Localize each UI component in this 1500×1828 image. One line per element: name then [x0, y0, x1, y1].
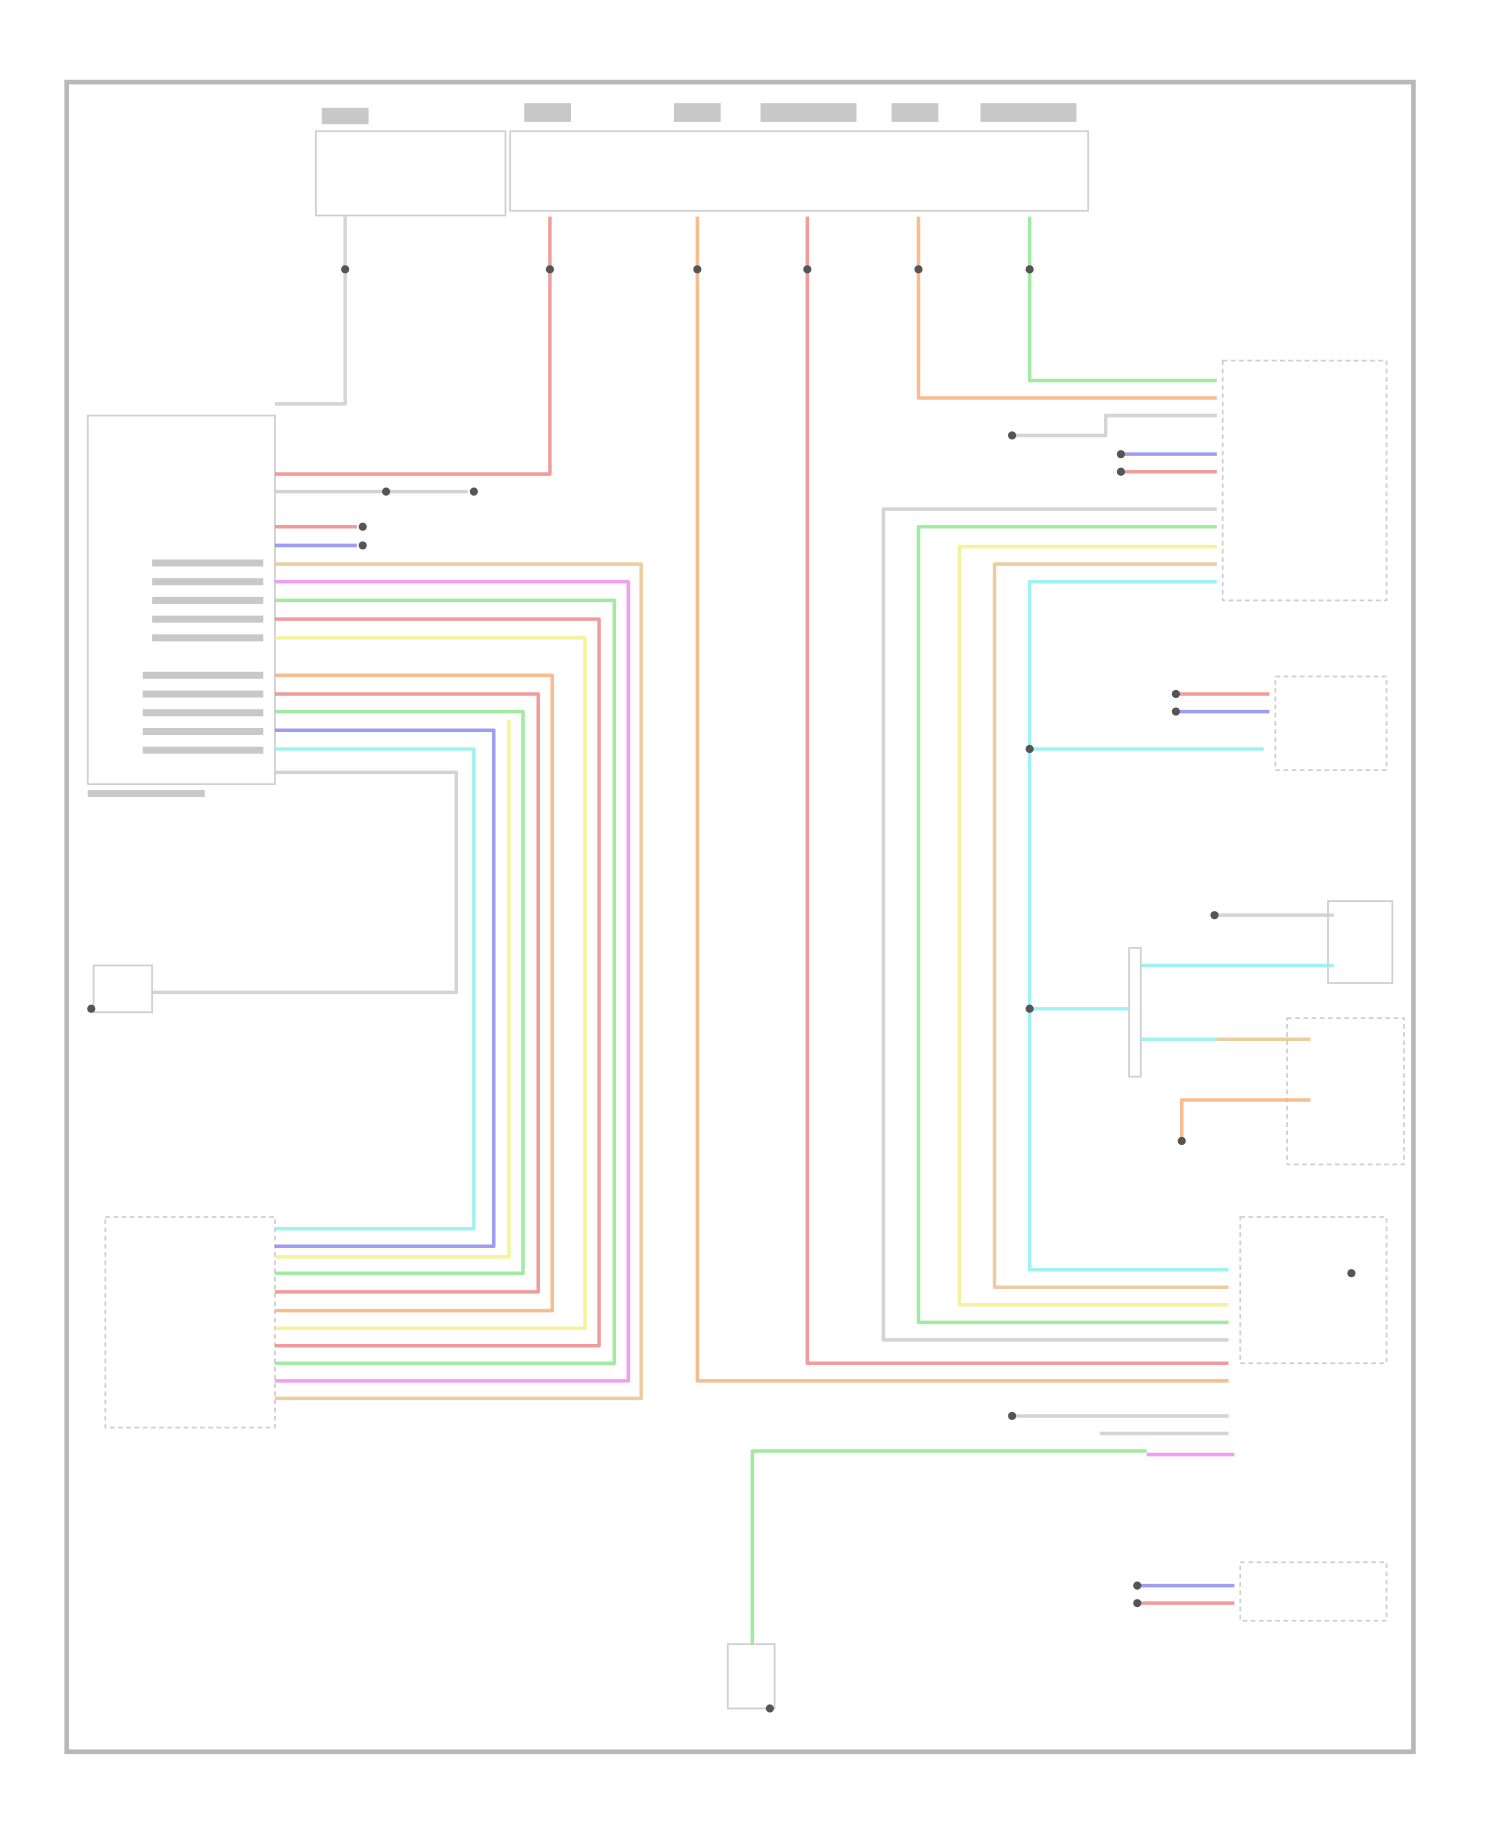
fuse-labels: [321, 103, 1077, 125]
wire-yellow-1: [274, 636, 587, 1330]
right-lower-module: [1239, 1216, 1388, 1365]
bottom-right-module: [1239, 1561, 1388, 1622]
wire-cyan-right-bus: [1027, 579, 1229, 1272]
left-module-pin-labels: [87, 559, 264, 797]
wire-red-2: [274, 692, 540, 1294]
diagram-frame: [64, 79, 1416, 1755]
junction-dots: [87, 265, 1356, 1713]
wire-orange-1: [274, 673, 555, 1313]
wire-cyan-branch-2: [1029, 963, 1334, 1011]
wire-orange-main: [695, 216, 1229, 1383]
bottom-switch: [726, 1643, 776, 1710]
wire-gray-top: [274, 216, 347, 406]
wire-yellow-2: [274, 719, 511, 1259]
wire-yellow-right-bus: [957, 544, 1229, 1307]
wire-purple: [274, 728, 496, 1249]
fuse-block-top: [509, 130, 1090, 212]
bottom-left-module: [104, 1216, 276, 1429]
wire-tan-right-bus: [992, 562, 1229, 1289]
wire-orange-right: [916, 216, 1217, 400]
right-relay-2: [1286, 1017, 1405, 1166]
wire-cyan: [274, 747, 476, 1231]
wire-gray-lower-stub: [1012, 1414, 1229, 1436]
wire-green-right: [1027, 216, 1217, 383]
wire-green-2: [274, 709, 525, 1275]
wire-red-1: [274, 617, 601, 1348]
fuse-block-left: [315, 130, 507, 217]
wire-gray-right: [881, 507, 1229, 1342]
wire-red-main: [805, 216, 1229, 1366]
left-switch: [92, 964, 153, 1014]
wire-green-right-bus: [916, 524, 1229, 1325]
wire-magenta: [274, 579, 631, 1383]
right-relay-1: [1327, 900, 1394, 984]
right-middle-connector: [1128, 947, 1142, 1078]
wire-gray-switch: [152, 770, 459, 995]
right-middle-module: [1274, 675, 1388, 771]
wire-orange-ground: [1179, 1098, 1311, 1141]
wire-tan: [274, 562, 643, 1401]
wire-green-bottom: [750, 1449, 1147, 1645]
right-upper-module: [1221, 359, 1388, 602]
wire-red-power: [274, 216, 552, 476]
wire-green-1: [274, 598, 617, 1366]
wire-gray-upper-stub: [1012, 413, 1217, 438]
